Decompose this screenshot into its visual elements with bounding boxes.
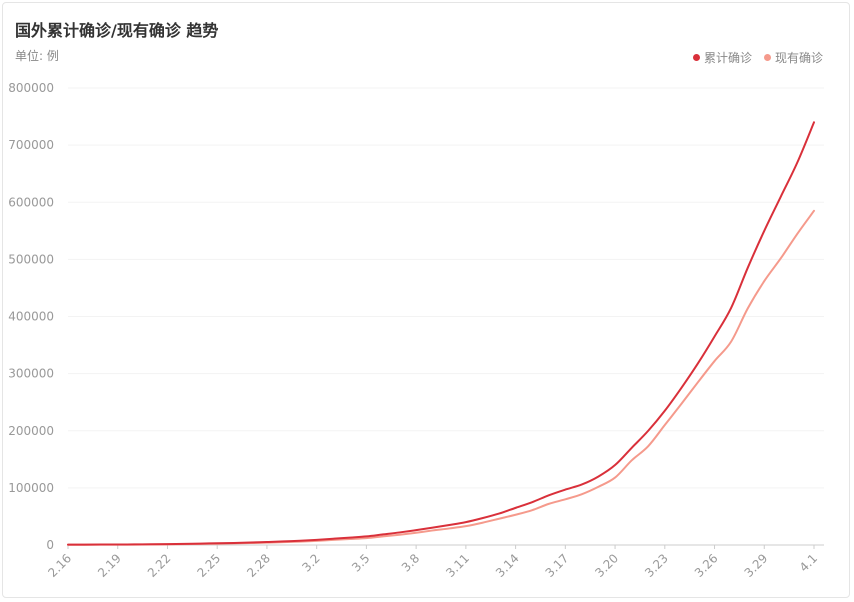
x-tick-label: 2.25	[195, 551, 224, 580]
y-tick-label: 300000	[8, 367, 54, 381]
x-tick-label: 3.5	[349, 551, 372, 574]
y-tick-label: 100000	[8, 481, 54, 495]
series-line-current	[67, 209, 815, 546]
x-tick-label: 3.20	[592, 551, 621, 580]
legend-label-cumulative: 累计确诊	[703, 51, 752, 65]
legend-item-cumulative[interactable]: 累计确诊	[692, 49, 752, 66]
y-tick-label: 700000	[8, 138, 54, 152]
legend-item-current[interactable]: 现有确诊	[763, 49, 823, 66]
y-tick-label: 0	[46, 538, 54, 552]
y-tick-label: 600000	[8, 195, 54, 209]
x-tick-label: 3.29	[742, 551, 771, 580]
legend-label-current: 现有确诊	[774, 51, 823, 65]
chart-title: 国外累计确诊/现有确诊 趋势	[15, 21, 219, 40]
x-tick-label: 2.16	[45, 551, 74, 580]
series-line-cumulative	[67, 121, 815, 546]
y-tick-label: 800000	[8, 81, 54, 95]
x-tick-label: 3.11	[443, 551, 472, 580]
x-tick-label: 3.23	[642, 551, 671, 580]
unit-label: 单位: 例	[15, 49, 59, 63]
legend-dot-current	[763, 54, 771, 61]
y-tick-label: 400000	[8, 310, 54, 324]
x-tick-label: 3.26	[692, 551, 721, 580]
x-tick-label: 3.2	[299, 551, 322, 574]
x-tick-label: 2.19	[95, 551, 124, 580]
x-tick-label: 4.1	[797, 551, 820, 574]
y-tick-label: 200000	[8, 424, 54, 438]
x-tick-label: 3.17	[543, 551, 572, 580]
legend: 累计确诊 现有确诊	[692, 49, 823, 66]
x-tick-label: 3.14	[493, 551, 522, 580]
y-tick-label: 500000	[8, 252, 54, 266]
x-tick-label: 2.22	[145, 551, 174, 580]
x-tick-label: 2.28	[244, 551, 273, 580]
legend-dot-cumulative	[692, 54, 700, 61]
x-tick-label: 3.8	[399, 551, 422, 574]
